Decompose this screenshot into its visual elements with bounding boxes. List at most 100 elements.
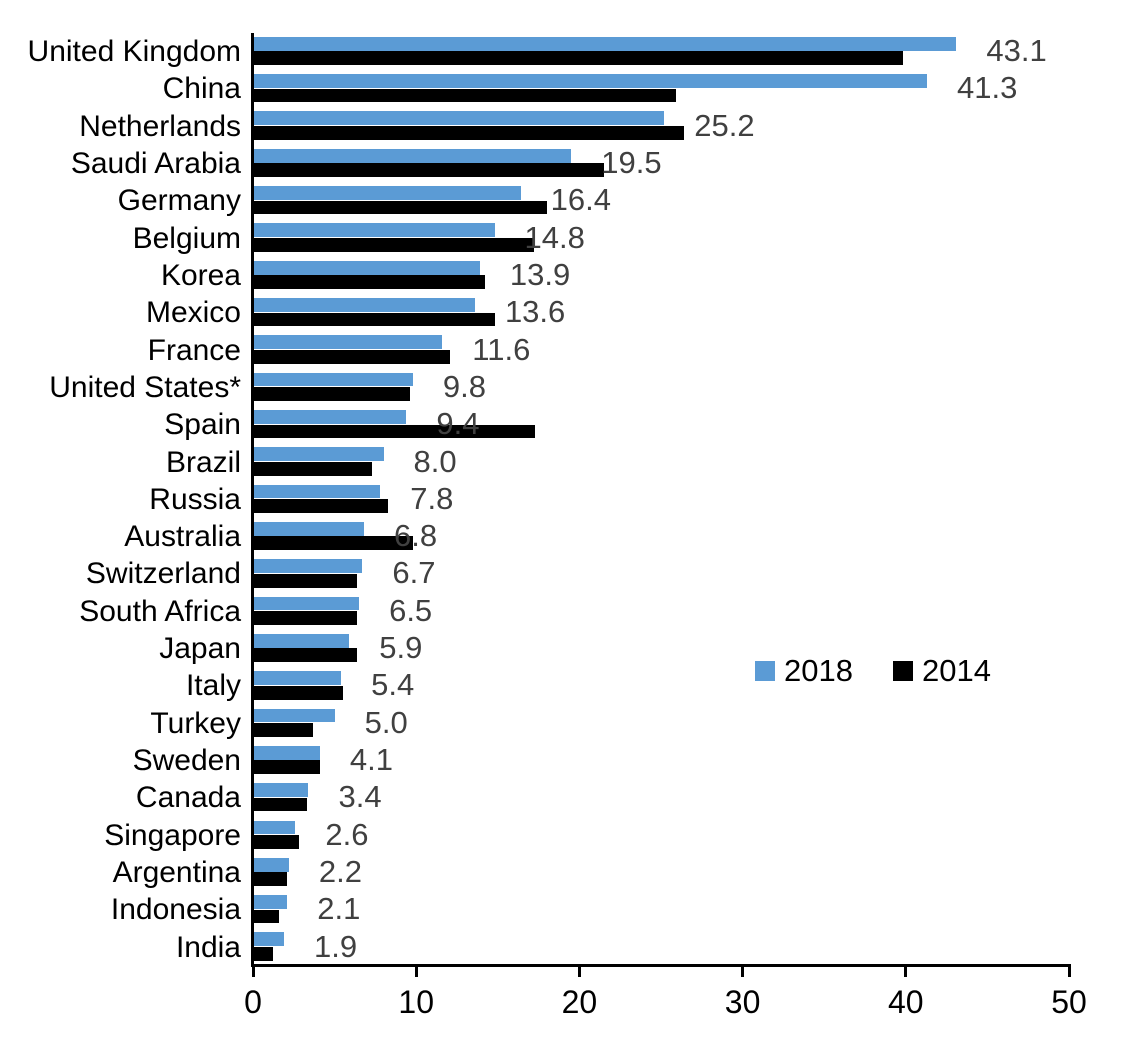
value-label: 4.1	[349, 742, 394, 778]
value-label: 2.1	[317, 891, 361, 927]
category-label: Singapore	[104, 818, 241, 852]
bar-2014	[253, 51, 903, 66]
bar-2014	[253, 872, 288, 887]
value-label: 14.8	[524, 219, 585, 255]
bar-2014	[253, 573, 358, 588]
bar-2018	[253, 298, 475, 312]
bar-2018	[253, 223, 495, 238]
bar-2014	[253, 237, 534, 252]
value-label: 6.8	[393, 518, 438, 554]
bar-2014	[253, 723, 314, 737]
bar-2018	[253, 148, 572, 163]
bar-2014	[253, 424, 536, 439]
category-label: Spain	[164, 408, 241, 442]
bar-2018	[253, 74, 928, 88]
bar-2014	[253, 387, 410, 401]
value-label: 16.4	[550, 182, 611, 218]
bar-2018	[253, 633, 350, 648]
category-label: Belgium	[132, 221, 241, 255]
bar-2018	[253, 932, 284, 947]
value-label: 5.9	[379, 630, 423, 666]
category-label: Germany	[117, 184, 241, 218]
category-label: South Africa	[79, 594, 241, 628]
value-label: 7.8	[410, 480, 454, 516]
category-label: Korea	[160, 258, 241, 292]
legend-label-2014: 2014	[921, 653, 991, 688]
bar-2018	[253, 708, 335, 723]
bar-2018	[253, 783, 309, 797]
bar-2018	[253, 111, 665, 126]
value-label: 2.6	[325, 816, 369, 852]
value-label: 43.1	[986, 33, 1047, 68]
bar-2014	[253, 312, 495, 327]
value-label: 9.4	[436, 406, 480, 442]
legend-label-2018: 2018	[784, 653, 853, 688]
value-label: 6.7	[392, 555, 436, 591]
category-label: France	[147, 333, 241, 367]
category-label: Japan	[159, 632, 241, 666]
category-label: United States*	[49, 370, 241, 404]
value-label: 5.4	[371, 667, 415, 703]
value-label: 19.5	[601, 144, 662, 180]
bar-2014	[253, 685, 343, 700]
x-tick-label: 30	[724, 984, 761, 1020]
category-label: Argentina	[112, 856, 241, 890]
x-tick-label: 0	[244, 984, 262, 1020]
bar-2014	[253, 909, 280, 924]
bar-2018	[253, 596, 360, 611]
value-label: 6.5	[389, 592, 433, 628]
bar-2014	[253, 760, 320, 775]
bar-2014	[253, 835, 299, 849]
category-label: Turkey	[150, 706, 241, 740]
value-label: 3.4	[338, 779, 382, 815]
bar-2018	[253, 372, 413, 387]
bar-2018	[253, 521, 364, 536]
bar-2014	[253, 461, 373, 476]
bar-2018	[253, 559, 363, 574]
bar-2014	[253, 88, 676, 103]
x-tick-mark	[251, 967, 255, 977]
bar-2018	[253, 895, 288, 909]
category-label: Italy	[185, 669, 241, 703]
legend-swatch-2018	[755, 661, 775, 681]
value-label: 41.3	[957, 70, 1018, 106]
bar-2014	[253, 797, 307, 812]
x-tick-mark	[414, 967, 418, 977]
bar-2014	[253, 648, 358, 663]
x-tick-label: 20	[561, 984, 598, 1020]
legend: 2018 2014	[755, 652, 991, 690]
bar-2014	[253, 163, 604, 178]
bar-2014	[253, 275, 485, 290]
category-label: India	[175, 930, 241, 964]
category-label: Mexico	[145, 296, 241, 330]
bar-2018	[253, 186, 521, 200]
category-label: Brazil	[165, 445, 241, 479]
bar-2014	[253, 611, 358, 625]
category-label: Indonesia	[110, 893, 241, 927]
bar-2018	[253, 447, 384, 462]
value-label: 13.9	[509, 256, 571, 292]
bar-2014	[253, 946, 273, 961]
bar-2018	[253, 260, 480, 275]
bar-2018	[253, 410, 407, 424]
legend-entry-2018: 2018	[755, 653, 853, 689]
category-label: Sweden	[132, 744, 241, 778]
x-tick-label: 50	[1051, 984, 1087, 1020]
category-label: Russia	[149, 482, 241, 516]
value-label: 11.6	[472, 331, 531, 367]
x-tick-mark	[741, 967, 745, 977]
x-tick-label: 40	[888, 984, 924, 1020]
value-label: 9.8	[442, 368, 487, 404]
bar-2018	[253, 671, 342, 686]
legend-swatch-2014	[892, 661, 913, 681]
x-tick-mark	[904, 967, 908, 977]
value-label: 25.2	[694, 107, 755, 143]
y-axis-line	[250, 33, 254, 967]
bar-2018	[253, 820, 296, 835]
value-label: 2.2	[318, 854, 362, 890]
bar-2014	[253, 349, 451, 364]
value-label: 13.6	[504, 294, 566, 330]
value-label: 8.0	[413, 443, 457, 479]
x-tick-label: 10	[398, 984, 434, 1020]
